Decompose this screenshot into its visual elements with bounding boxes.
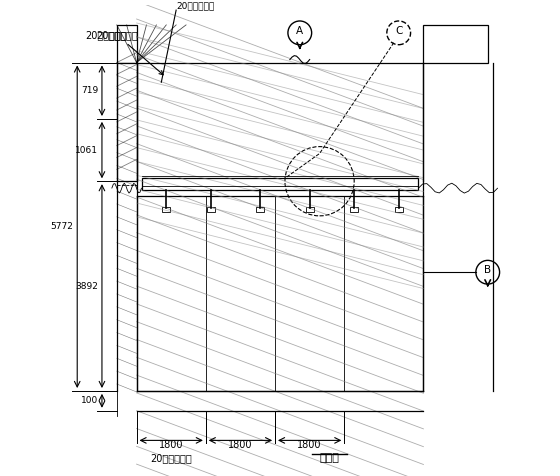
Text: 立面图: 立面图 [320, 453, 339, 463]
Bar [162, 207, 170, 212]
Text: B: B [484, 265, 491, 275]
Text: 20厎钓化玻璐: 20厎钓化玻璐 [85, 30, 127, 40]
Text: 3892: 3892 [75, 282, 98, 290]
Text: 1061: 1061 [75, 146, 98, 155]
Bar [207, 207, 214, 212]
Text: 20厎钓化玻璐: 20厎钓化玻璐 [176, 1, 214, 10]
Text: 20厎钓化玻璐: 20厎钓化玻璐 [150, 453, 192, 463]
Polygon shape [117, 62, 137, 181]
Text: C: C [395, 26, 403, 36]
Text: 719: 719 [81, 86, 98, 95]
Text: 20厎钓化玻璐: 20厎钓化玻璐 [96, 30, 163, 75]
Text: 1800: 1800 [297, 440, 322, 450]
Text: 100: 100 [81, 397, 98, 406]
Bar [306, 207, 314, 212]
Polygon shape [117, 25, 137, 62]
Polygon shape [423, 25, 488, 62]
FancyBboxPatch shape [142, 178, 418, 190]
Bar [350, 207, 358, 212]
Bar [256, 207, 264, 212]
Bar [395, 207, 403, 212]
Text: A: A [296, 26, 304, 36]
Text: 1800: 1800 [159, 440, 184, 450]
Text: 5772: 5772 [50, 222, 73, 231]
Text: 1800: 1800 [228, 440, 253, 450]
